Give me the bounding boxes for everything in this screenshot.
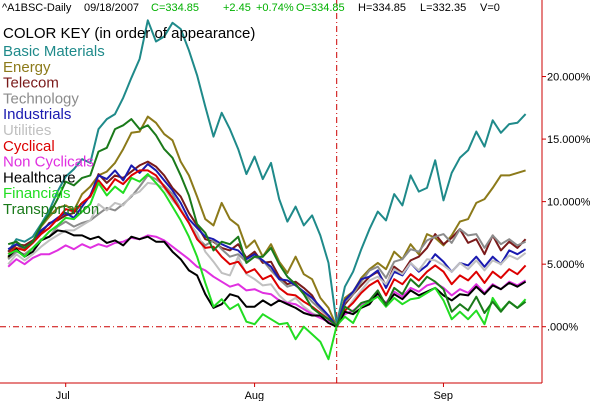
series-line-transportation — [7, 118, 527, 327]
legend-entry-cyclical: Cyclical — [3, 138, 55, 155]
x-tick-label: Sep — [433, 390, 453, 401]
legend-entry-industrials: Industrials — [3, 106, 71, 123]
y-tick-label: 10.000% — [547, 197, 591, 209]
header-date: 09/18/2007 — [84, 2, 139, 14]
header-change: +2.45 — [223, 2, 251, 14]
series-line-industrials — [7, 163, 527, 328]
legend-entry-energy: Energy — [3, 59, 51, 76]
legend-entry-healthcare: Healthcare — [3, 169, 76, 186]
y-tick-label: .000% — [547, 322, 578, 334]
series-line-cyclical — [7, 169, 527, 328]
legend-entry-financials: Financials — [3, 185, 71, 202]
series-line-utilities — [7, 181, 527, 327]
header-open: O=334.85 — [296, 2, 345, 14]
header-high: H=334.85 — [358, 2, 406, 14]
header-low: L=332.35 — [420, 2, 466, 14]
header-volume: V=0 — [480, 2, 500, 14]
y-tick-label: 20.000% — [547, 72, 591, 84]
y-tick-label: 5.000% — [547, 259, 585, 271]
series-line-basic-materials — [7, 19, 527, 326]
series-line-financials — [7, 173, 527, 361]
series-line-energy — [7, 115, 526, 328]
series-line-technology — [7, 174, 527, 327]
header-symbol: ^A1BSC-Daily — [2, 2, 72, 14]
header-close: C=334.85 — [151, 2, 199, 14]
legend-entry-utilities: Utilities — [3, 122, 51, 139]
legend-entry-transportation: Transportation — [3, 201, 99, 218]
series-line-healthcare — [7, 229, 527, 328]
legend-title: COLOR KEY (in order of appearance) — [3, 25, 255, 42]
legend-entry-non-cyclicals: Non Cyclicals — [3, 154, 94, 171]
y-tick-label: 15.000% — [547, 134, 591, 146]
x-tick-label: Jul — [56, 390, 70, 401]
legend-entry-basic-materials: Basic Materials — [3, 43, 105, 60]
series-layer — [7, 19, 527, 361]
legend: COLOR KEY (in order of appearance) Basic… — [3, 25, 255, 218]
chart-header: ^A1BSC-Daily 09/18/2007 C=334.85 +2.45 +… — [2, 2, 500, 14]
legend-entry-telecom: Telecom — [3, 75, 59, 92]
x-tick-label: Aug — [245, 390, 265, 401]
header-pct: +0.74% — [256, 2, 294, 14]
legend-entry-technology: Technology — [3, 90, 79, 107]
